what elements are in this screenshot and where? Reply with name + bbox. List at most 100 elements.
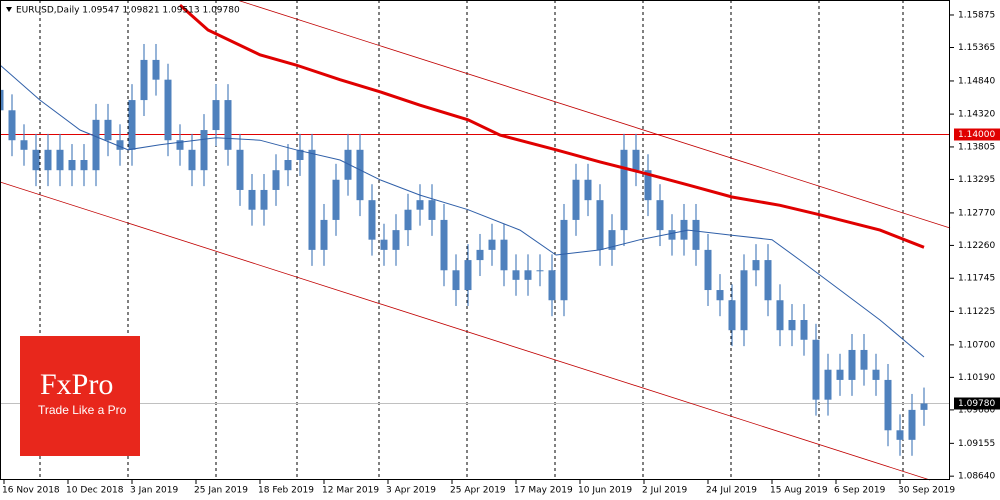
candle-body: [632, 149, 640, 171]
candle-body: [548, 270, 556, 301]
candle-body: [440, 219, 448, 271]
candle-body: [356, 149, 364, 201]
level-label: 1.14000: [958, 130, 995, 140]
candle-body: [80, 160, 88, 171]
y-tick-label: 1.14320: [958, 110, 995, 120]
last-price-label: 1.09780: [958, 399, 995, 409]
candle-body: [140, 59, 148, 101]
candle-body: [368, 200, 376, 240]
candle-body: [836, 369, 844, 380]
candle-body: [740, 270, 748, 331]
candle-body: [296, 149, 304, 160]
moving-average: [179, 3, 925, 249]
level-label-box: [954, 128, 1000, 141]
candle-body: [776, 300, 784, 331]
candle-body: [308, 149, 316, 250]
y-tick-label: 1.13805: [958, 142, 995, 152]
candle-body: [608, 230, 616, 250]
plot-frame: [0, 0, 950, 480]
candle-body: [0, 89, 4, 111]
x-tick-label: 16 Nov 2018: [2, 486, 60, 496]
y-tick-label: 1.08640: [958, 472, 995, 482]
candle-body: [272, 170, 280, 190]
x-tick-label: 3 Jan 2019: [130, 486, 178, 496]
y-tick-label: 1.15875: [958, 10, 995, 20]
candle-body: [620, 149, 628, 231]
x-tick-label: 25 Jan 2019: [194, 486, 248, 496]
candle-body: [8, 110, 16, 141]
candle-body: [860, 349, 868, 370]
logo-box: [20, 336, 140, 456]
candle-body: [152, 59, 160, 80]
candle-body: [428, 200, 436, 220]
channel-lower: [0, 181, 931, 481]
candle-body: [320, 219, 328, 250]
plot-area: [0, 0, 950, 480]
candle-body: [908, 409, 916, 440]
candle-body: [212, 100, 220, 131]
candle-body: [32, 149, 40, 171]
y-tick-label: 1.10190: [958, 373, 995, 383]
candle-body: [452, 270, 460, 291]
candle-body: [224, 100, 232, 150]
candle-body: [788, 320, 796, 331]
candle-body: [476, 249, 484, 261]
candle-body: [392, 230, 400, 250]
candle-body: [692, 219, 700, 250]
candle-body: [500, 239, 508, 271]
y-tick-label: 1.11225: [958, 307, 995, 317]
candle-body: [824, 369, 832, 400]
candle-body: [536, 270, 544, 272]
candle-body: [752, 260, 760, 271]
x-tick-label: 3 Apr 2019: [386, 486, 436, 496]
y-tick-label: 1.15365: [958, 43, 995, 53]
channel-upper: [236, 0, 951, 229]
candle-body: [248, 189, 256, 210]
candle-body: [164, 79, 172, 141]
candle-body: [512, 270, 520, 280]
x-tick-label: 30 Sep 2019: [898, 486, 955, 496]
candle-body: [884, 379, 892, 431]
candle-body: [488, 239, 496, 250]
candle-body: [716, 290, 724, 301]
candle-body: [644, 170, 652, 201]
y-tick-label: 1.13295: [958, 175, 995, 185]
header-icon: [6, 7, 12, 12]
candle-body: [464, 260, 472, 291]
candle-body: [572, 179, 580, 220]
candle-body: [128, 100, 136, 150]
candle-body: [524, 270, 532, 280]
x-tick-label: 6 Sep 2019: [834, 486, 886, 496]
x-tick-label: 15 Aug 2019: [770, 486, 828, 496]
candle-body: [284, 160, 292, 171]
candle-body: [800, 320, 808, 340]
candle-body: [260, 189, 268, 210]
candle-body: [44, 149, 52, 171]
candle-body: [56, 149, 64, 171]
candle-body: [704, 249, 712, 291]
y-tick-label: 1.09155: [958, 439, 995, 449]
candle-body: [332, 179, 340, 220]
candle-body: [92, 119, 100, 171]
candle-body: [656, 200, 664, 231]
candle-body: [380, 239, 388, 250]
last-price-box: [954, 397, 1000, 410]
y-tick-label: 1.12260: [958, 241, 995, 251]
candle-body: [104, 119, 112, 141]
logo-brand: FxPro: [40, 368, 113, 401]
candle-body: [560, 219, 568, 301]
candle-body: [68, 160, 76, 171]
candle-body: [596, 200, 604, 250]
x-tick-label: 10 Jun 2019: [578, 486, 632, 496]
chart-header: EURUSD,Daily 1.09547 1.09821 1.09513 1.0…: [16, 6, 240, 16]
candle-body: [404, 209, 412, 231]
candle-body: [200, 130, 208, 171]
candle-body: [584, 179, 592, 201]
x-tick-label: 24 Jul 2019: [706, 486, 757, 496]
candle-body: [416, 200, 424, 210]
candle-body: [896, 430, 904, 440]
candle-body: [176, 140, 184, 150]
candle-body: [236, 149, 244, 190]
candle-body: [116, 140, 124, 150]
